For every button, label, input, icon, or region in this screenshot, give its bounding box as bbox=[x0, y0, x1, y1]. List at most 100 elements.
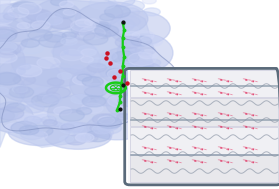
Ellipse shape bbox=[0, 19, 28, 57]
Ellipse shape bbox=[42, 94, 62, 103]
Text: ~o~o~: ~o~o~ bbox=[166, 145, 183, 152]
Ellipse shape bbox=[34, 87, 52, 96]
Ellipse shape bbox=[19, 42, 43, 54]
Ellipse shape bbox=[12, 85, 28, 93]
Ellipse shape bbox=[32, 94, 59, 107]
Ellipse shape bbox=[18, 64, 31, 70]
Ellipse shape bbox=[0, 13, 15, 22]
Ellipse shape bbox=[112, 51, 139, 64]
Ellipse shape bbox=[85, 87, 106, 97]
Ellipse shape bbox=[94, 127, 109, 134]
Text: ~o~o~: ~o~o~ bbox=[166, 77, 183, 84]
Ellipse shape bbox=[83, 33, 108, 45]
Ellipse shape bbox=[103, 119, 121, 128]
Ellipse shape bbox=[78, 45, 97, 54]
Ellipse shape bbox=[92, 121, 112, 130]
Ellipse shape bbox=[45, 16, 63, 25]
Text: ~o~o~: ~o~o~ bbox=[241, 77, 258, 84]
Ellipse shape bbox=[109, 11, 170, 45]
Ellipse shape bbox=[21, 39, 40, 47]
Polygon shape bbox=[0, 0, 153, 147]
Ellipse shape bbox=[55, 9, 75, 19]
Ellipse shape bbox=[53, 28, 137, 77]
Text: ~o~o~: ~o~o~ bbox=[166, 111, 183, 118]
Ellipse shape bbox=[108, 95, 133, 107]
Ellipse shape bbox=[107, 69, 129, 79]
Ellipse shape bbox=[93, 128, 114, 137]
Text: ~o~o~: ~o~o~ bbox=[191, 111, 208, 118]
Ellipse shape bbox=[17, 23, 30, 29]
Ellipse shape bbox=[33, 114, 54, 124]
Ellipse shape bbox=[47, 87, 70, 98]
Ellipse shape bbox=[24, 116, 41, 124]
Ellipse shape bbox=[0, 87, 9, 95]
Ellipse shape bbox=[93, 22, 110, 30]
Ellipse shape bbox=[32, 21, 50, 30]
Ellipse shape bbox=[101, 81, 120, 90]
Ellipse shape bbox=[86, 113, 148, 140]
Ellipse shape bbox=[134, 34, 159, 46]
Text: ~o~o~: ~o~o~ bbox=[216, 145, 233, 152]
Ellipse shape bbox=[69, 26, 82, 33]
Text: ~o~o~: ~o~o~ bbox=[141, 158, 158, 165]
Ellipse shape bbox=[64, 122, 87, 133]
Ellipse shape bbox=[146, 59, 161, 66]
Ellipse shape bbox=[8, 8, 29, 18]
Ellipse shape bbox=[106, 68, 126, 78]
Ellipse shape bbox=[11, 34, 100, 87]
Ellipse shape bbox=[11, 68, 25, 75]
Text: ~o~o~: ~o~o~ bbox=[216, 77, 233, 84]
Ellipse shape bbox=[30, 125, 53, 136]
Ellipse shape bbox=[119, 66, 145, 79]
Ellipse shape bbox=[87, 63, 106, 72]
Ellipse shape bbox=[30, 126, 43, 132]
Ellipse shape bbox=[5, 123, 25, 132]
Ellipse shape bbox=[98, 116, 115, 124]
Ellipse shape bbox=[143, 8, 160, 16]
Ellipse shape bbox=[73, 75, 93, 85]
Ellipse shape bbox=[85, 19, 99, 26]
Text: ~o~o~: ~o~o~ bbox=[166, 158, 183, 165]
Ellipse shape bbox=[118, 25, 139, 35]
Ellipse shape bbox=[57, 73, 71, 79]
Ellipse shape bbox=[4, 13, 19, 20]
Ellipse shape bbox=[41, 116, 56, 123]
Ellipse shape bbox=[125, 60, 144, 69]
Ellipse shape bbox=[77, 74, 92, 81]
Ellipse shape bbox=[131, 36, 152, 46]
Ellipse shape bbox=[109, 0, 135, 7]
Ellipse shape bbox=[84, 83, 108, 95]
Ellipse shape bbox=[8, 119, 70, 146]
Ellipse shape bbox=[74, 31, 95, 41]
Ellipse shape bbox=[61, 124, 74, 130]
Ellipse shape bbox=[75, 2, 148, 36]
Ellipse shape bbox=[82, 77, 103, 87]
Ellipse shape bbox=[1, 112, 18, 119]
Ellipse shape bbox=[22, 11, 48, 23]
Ellipse shape bbox=[0, 109, 15, 122]
Ellipse shape bbox=[47, 78, 64, 86]
Ellipse shape bbox=[105, 6, 130, 18]
Ellipse shape bbox=[121, 0, 145, 11]
Ellipse shape bbox=[118, 95, 142, 107]
Ellipse shape bbox=[39, 35, 66, 47]
Ellipse shape bbox=[76, 134, 91, 141]
Text: ~o~o~: ~o~o~ bbox=[191, 145, 208, 152]
Ellipse shape bbox=[63, 9, 76, 15]
Ellipse shape bbox=[18, 3, 42, 14]
Ellipse shape bbox=[92, 24, 110, 32]
Ellipse shape bbox=[61, 37, 77, 45]
Ellipse shape bbox=[81, 57, 93, 63]
Ellipse shape bbox=[118, 16, 140, 27]
Ellipse shape bbox=[130, 47, 144, 54]
Ellipse shape bbox=[59, 1, 74, 8]
Bar bbox=[130, 155, 278, 182]
Ellipse shape bbox=[71, 95, 90, 104]
Ellipse shape bbox=[0, 15, 13, 25]
Ellipse shape bbox=[117, 114, 131, 120]
Ellipse shape bbox=[132, 31, 154, 41]
Ellipse shape bbox=[132, 79, 151, 88]
Ellipse shape bbox=[13, 75, 35, 85]
Ellipse shape bbox=[60, 136, 74, 142]
Ellipse shape bbox=[20, 128, 44, 140]
